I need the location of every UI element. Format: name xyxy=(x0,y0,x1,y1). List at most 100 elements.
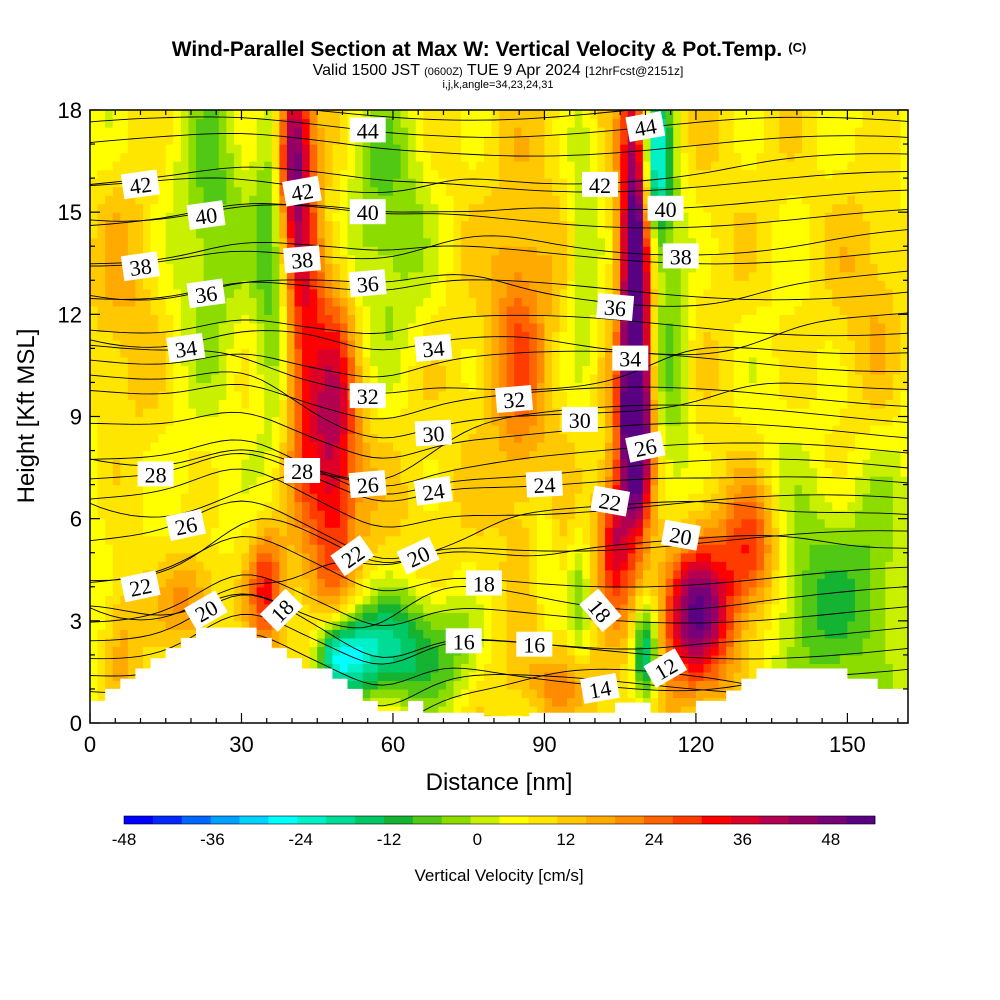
contour-label-box xyxy=(330,535,375,577)
colorbar-tick-label: 12 xyxy=(556,830,575,849)
contour-label: 38 xyxy=(120,251,160,282)
contour-label-box xyxy=(414,419,453,447)
contour-label-box xyxy=(120,169,160,200)
contour-label-box xyxy=(137,461,174,487)
contour-label-box xyxy=(414,333,453,362)
y-tick-label: 0 xyxy=(70,711,82,736)
contour-label-box xyxy=(579,588,622,633)
colorbar-swatch xyxy=(730,816,760,824)
contour-label-box xyxy=(120,570,161,603)
contour-labels: 44 44 42 42 42 40 40 40 38 38 38 36 36 36 34 34 34 32 32 30… xyxy=(120,111,701,704)
chart-title: Wind-Parallel Section at Max W: Vertical… xyxy=(172,38,807,61)
contour-label-text: 36 xyxy=(194,280,219,308)
colorbar-swatch xyxy=(528,816,558,824)
contour-label-text: 22 xyxy=(597,488,623,516)
contour-label-text: 44 xyxy=(632,113,658,141)
contour-label: 14 xyxy=(580,672,620,704)
contour-label-box xyxy=(186,200,226,230)
colorbar-swatch xyxy=(441,816,471,824)
contour-label-box xyxy=(647,195,684,221)
colorbar-swatch xyxy=(470,816,500,824)
contour-label-text: 28 xyxy=(145,462,167,487)
colorbar-tick-label: 24 xyxy=(645,830,664,849)
contour-label-text: 36 xyxy=(356,271,380,298)
colorbar-swatch xyxy=(615,816,645,824)
contour-label: 44 xyxy=(349,117,386,143)
contour-label: 42 xyxy=(282,175,322,207)
contour-label-box xyxy=(283,245,322,274)
colorbar-swatch xyxy=(499,816,529,824)
colorbar-swatch xyxy=(643,816,674,824)
contour-label-text: 42 xyxy=(589,173,611,198)
x-tick-label: 0 xyxy=(84,732,96,757)
terrain-shape xyxy=(90,627,908,723)
theta-contour-line xyxy=(90,371,908,439)
valid-zulu: (0600Z) xyxy=(424,66,463,78)
colorbar-tick-label: -48 xyxy=(112,830,137,849)
contour-label-box xyxy=(259,588,304,632)
contour-label-text: 34 xyxy=(421,335,445,362)
x-axis-ticks: 0 30 60 90 120 150 xyxy=(84,110,899,757)
theta-contour-line xyxy=(90,411,908,459)
contour-label: 30 xyxy=(414,419,453,447)
contour-label: 38 xyxy=(662,243,699,269)
x-tick-label: 90 xyxy=(532,732,556,757)
contour-label-text: 16 xyxy=(523,633,545,658)
contour-label: 24 xyxy=(525,470,564,498)
contour-label: 40 xyxy=(186,200,226,230)
y-tick-label: 9 xyxy=(70,405,82,430)
theta-contour-line xyxy=(90,229,908,267)
contour-label-text: 24 xyxy=(533,472,556,498)
contour-label-text: 14 xyxy=(587,675,613,703)
colorbar-swatch xyxy=(586,816,616,824)
contour-label-box xyxy=(445,628,482,654)
theta-contour-line xyxy=(90,312,908,356)
contour-label-box xyxy=(413,476,453,506)
contour-label-text: 34 xyxy=(173,335,198,363)
colorbar-swatch xyxy=(846,816,876,824)
contour-label-text: 30 xyxy=(422,421,445,447)
valid-time-line: Valid 1500 JST (0600Z) TUE 9 Apr 2024 [1… xyxy=(313,62,684,79)
x-tick-label: 150 xyxy=(829,732,866,757)
contour-label: 42 xyxy=(120,169,160,200)
theta-contour-line xyxy=(90,453,908,502)
theta-contour-line xyxy=(90,203,908,229)
colorbar-tick-label: -36 xyxy=(200,830,225,849)
theta-contour-line xyxy=(308,110,635,121)
contour-label: 24 xyxy=(413,476,453,506)
contour-label-box xyxy=(120,251,160,282)
contour-label: 36 xyxy=(348,269,387,298)
contour-label-text: 38 xyxy=(290,247,314,274)
contour-label: 20 xyxy=(660,519,701,551)
contour-label-box xyxy=(590,485,631,517)
contour-label-box xyxy=(166,333,206,363)
contour-label-box xyxy=(349,199,386,225)
contour-label-text: 36 xyxy=(603,295,627,322)
colorbar-swatch xyxy=(181,816,211,824)
theta-contour-line xyxy=(90,116,908,138)
contour-label-box xyxy=(516,631,553,657)
contour-label-text: 22 xyxy=(127,573,154,602)
contour-label-box xyxy=(643,648,688,688)
colorbar-swatch xyxy=(326,816,356,824)
y-tick-label: 12 xyxy=(58,302,82,327)
contour-label-box xyxy=(165,509,207,541)
contour-label-text: 24 xyxy=(421,478,446,506)
theta-contour-line xyxy=(90,153,908,194)
contour-label-box xyxy=(186,278,226,309)
valid-forecast: [12hrFcst@2151z] xyxy=(585,64,683,78)
contour-label-box xyxy=(349,117,386,143)
contour-label-text: 44 xyxy=(357,118,379,143)
contour-label-text: 34 xyxy=(619,347,641,372)
contour-label: 30 xyxy=(561,406,598,433)
colorbar-swatch xyxy=(152,816,183,824)
contour-label-box xyxy=(580,672,620,704)
contour-label: 40 xyxy=(349,199,386,225)
contour-label-text: 18 xyxy=(473,571,495,596)
contour-label: 42 xyxy=(582,171,618,198)
contour-label-box xyxy=(612,345,649,371)
contour-label: 18 xyxy=(465,570,502,596)
valid-prefix: Valid 1500 JST xyxy=(313,62,421,79)
contour-label-text: 32 xyxy=(357,384,379,409)
